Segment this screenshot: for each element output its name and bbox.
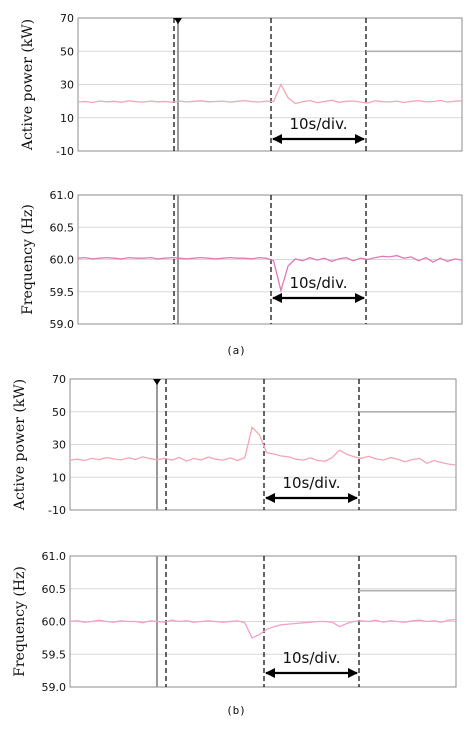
y-tick-label: 10 (52, 471, 66, 484)
y-axis-label: Active power (kW) (12, 379, 28, 511)
y-tick-label: 59.0 (42, 681, 67, 694)
chart-panel-a-top: 70 50 30 10 -10 10s/div. Active power (kW) (20, 12, 463, 158)
chart-panel-a-bottom: 61.0 60.5 60.0 59.5 59.0 10s/div. Frequency (H… (20, 189, 463, 331)
chart-panel-b-bottom: 61.0 60.5 60.0 59.5 59.0 10s/div. Frequency (H… (12, 550, 457, 694)
interval-label: 10s/div. (289, 115, 347, 133)
y-tick-label: 60.0 (50, 254, 75, 267)
y-tick-label: 61.0 (50, 189, 75, 202)
y-tick-label: 59.5 (50, 286, 75, 299)
y-tick-label: 30 (60, 79, 74, 92)
y-tick-label: -10 (48, 504, 66, 517)
y-tick-label: 59.5 (42, 648, 67, 661)
interval-label: 10s/div. (289, 274, 347, 292)
y-tick-label: 10 (60, 112, 74, 125)
plot-frame (69, 378, 457, 511)
caption-b: (b) (226, 704, 246, 717)
y-tick-label: 70 (52, 373, 66, 386)
y-tick-label: 50 (52, 406, 66, 419)
series-line (69, 426, 457, 466)
y-tick-label: 30 (52, 439, 66, 452)
y-axis-label: Frequency (Hz) (20, 204, 36, 315)
plot-frame (77, 17, 463, 152)
y-tick-label: 59.0 (50, 318, 75, 331)
y-tick-label: -10 (56, 145, 74, 158)
series-line (69, 618, 457, 639)
y-tick-label: 50 (60, 45, 74, 58)
cursor-marker (174, 18, 182, 24)
y-axis-label: Frequency (Hz) (12, 566, 28, 677)
y-tick-label: 70 (60, 12, 74, 25)
series-line (77, 254, 463, 293)
y-tick-label: 61.0 (42, 550, 67, 563)
caption-a: (a) (226, 344, 246, 357)
cursor-marker (153, 379, 161, 385)
series-line (77, 83, 463, 105)
y-axis-label: Active power (kW) (20, 19, 36, 151)
chart-panel-b-top: 70 50 30 10 -10 10s/div. Active power (kW) (12, 373, 457, 517)
y-tick-label: 60.0 (42, 616, 67, 629)
y-tick-label: 60.5 (50, 221, 75, 234)
y-tick-label: 60.5 (42, 583, 67, 596)
interval-label: 10s/div. (282, 649, 340, 667)
interval-label: 10s/div. (282, 474, 340, 492)
